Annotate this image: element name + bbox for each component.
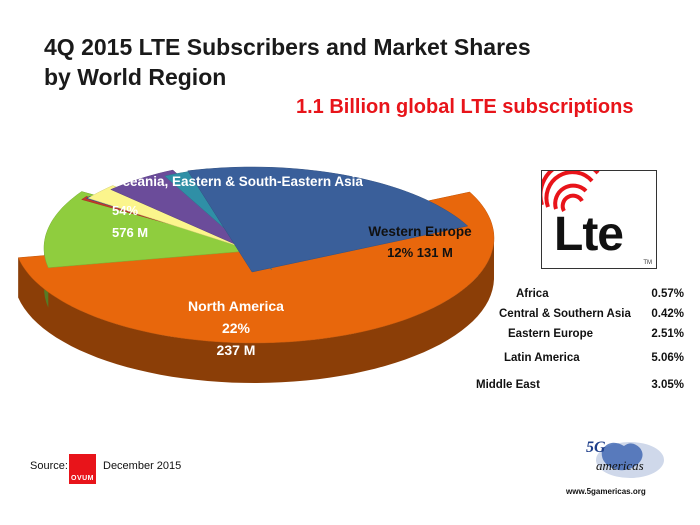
brand-prefix: 5G [586, 439, 606, 456]
legend-label: Eastern Europe [508, 328, 593, 340]
source-date: December 2015 [103, 460, 182, 472]
source-label: Source: [30, 460, 68, 472]
slice-label-asia: Oceania, Eastern & South-Eastern Asia [112, 174, 363, 189]
legend-label: Central & Southern Asia [499, 308, 631, 320]
pie-slice [43, 191, 285, 268]
legend-value: 2.51% [651, 328, 684, 340]
chart-title-line2: by World Region [44, 64, 227, 90]
pie-tops [17, 166, 495, 344]
lte-logo: Lte TM [541, 170, 657, 269]
signal-arcs-icon [542, 171, 600, 212]
pie-labels: Oceania, Eastern & South-Eastern Asia 54%… [112, 174, 472, 358]
trademark-mark: TM [643, 260, 652, 266]
slice-value-western-europe: 12% 131 M [387, 245, 453, 260]
slice-value-north-america: 237 M [217, 342, 256, 358]
slice-percent-asia: 54% [112, 203, 138, 218]
chart-title-line1: 4Q 2015 LTE Subscribers and Market Share… [44, 34, 531, 60]
brand-name: americas [596, 458, 644, 473]
slice-value-asia: 576 M [112, 225, 148, 240]
legend-value: 0.42% [651, 308, 684, 320]
pie-slice [187, 166, 469, 273]
legend-label: Latin America [504, 352, 580, 364]
slice-percent-north-america: 22% [222, 320, 251, 336]
slice-label-western-europe: Western Europe [368, 224, 472, 239]
legend-label: Middle East [476, 379, 540, 391]
legend-label: Africa [516, 288, 549, 300]
legend-labels: Africa 0.57% Central & Southern Asia 0.42% E… [476, 288, 684, 391]
5g-americas-logo: 5G americas [586, 439, 664, 478]
slice-label-north-america: North America [188, 298, 284, 314]
lte-logo-text: Lte [554, 208, 624, 261]
ovum-logo-text: OVUM [71, 475, 94, 482]
legend-value: 3.05% [651, 379, 684, 391]
chart-subtitle: 1.1 Billion global LTE subscriptions [296, 96, 634, 118]
ovum-logo: OVUM [69, 454, 96, 484]
pie-slice-side [18, 239, 495, 383]
chart-title: 4Q 2015 LTE Subscribers and Market Share… [44, 32, 531, 92]
legend-value: 5.06% [651, 352, 684, 364]
brand-url: www.5gamericas.org [566, 487, 646, 496]
legend-value: 0.57% [651, 288, 684, 300]
